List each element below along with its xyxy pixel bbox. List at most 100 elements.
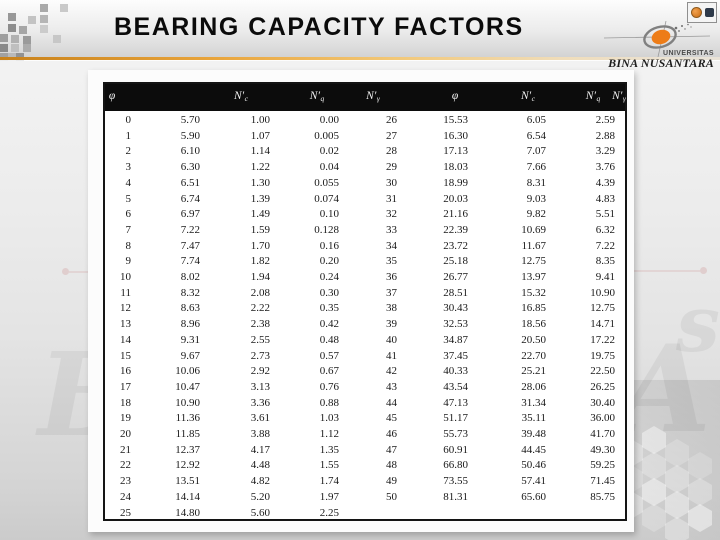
- cell: 10.90: [590, 286, 615, 299]
- cell: 44.45: [521, 443, 546, 456]
- cell: 7.74: [180, 255, 200, 268]
- cell: 10.69: [521, 223, 546, 236]
- cell: 26: [386, 114, 397, 126]
- cell: 5.90: [180, 129, 200, 142]
- cell: 33: [386, 223, 397, 236]
- cell: 5.70: [180, 114, 200, 126]
- cell: 8.31: [526, 176, 546, 189]
- header-band: BEARING CAPACITY FACTORS: [0, 0, 720, 61]
- decor-line-right: [612, 270, 700, 272]
- cell: 30.40: [590, 396, 615, 409]
- cell: 15: [120, 349, 131, 362]
- cell: 11: [120, 286, 131, 299]
- cell: 32: [386, 208, 397, 221]
- column-header: N′γ: [612, 90, 626, 103]
- cell: 6.97: [180, 208, 200, 221]
- cell: [558, 506, 625, 522]
- cell: 1.14: [250, 145, 270, 158]
- logo-universitas-text: UNIVERSITAS: [663, 50, 714, 57]
- cell: 36: [386, 271, 397, 284]
- cell: 10.90: [175, 396, 200, 409]
- cell: 25: [120, 506, 131, 519]
- cell: 1.03: [319, 412, 339, 425]
- cell: 12.75: [590, 302, 615, 315]
- cell: 1.49: [250, 208, 270, 221]
- certification-badges: [687, 2, 717, 23]
- table-body: 0 5.70 1.00 0.00 26 15.53 6.05 2.59 1 5.90 1.07 0.0…: [105, 113, 625, 521]
- cell: 23.72: [443, 239, 468, 252]
- cell: 3.36: [250, 396, 270, 409]
- cell: 0.35: [319, 302, 339, 315]
- cell: 55.73: [443, 428, 468, 441]
- cell: 21.16: [443, 208, 468, 221]
- cell: 39.48: [521, 428, 546, 441]
- cell: 1.59: [250, 223, 270, 236]
- cell: 40.33: [443, 365, 468, 378]
- cell: 8: [125, 239, 132, 252]
- cell: 1.39: [250, 192, 270, 205]
- cell: 0.30: [319, 286, 339, 299]
- cell: 0.57: [319, 349, 339, 362]
- cell: 46: [386, 428, 397, 441]
- cell: 10: [120, 271, 131, 284]
- cell: 3.61: [250, 412, 270, 425]
- cell: 13: [120, 318, 131, 331]
- cell: 15.53: [443, 114, 468, 126]
- table-row: 13 8.96 2.38 0.42 39 32.53 18.56 14.71: [105, 317, 625, 333]
- cell: 7.22: [595, 239, 615, 252]
- cell: 3.29: [595, 145, 615, 158]
- cell: 4.39: [595, 176, 615, 189]
- cell: 11.85: [175, 428, 200, 441]
- cell: 65.60: [521, 490, 546, 503]
- table-row: 11 8.32 2.08 0.30 37 28.51 15.32 10.90: [105, 286, 625, 302]
- table-row: 4 6.51 1.30 0.055 30 18.99 8.31 4.39: [105, 176, 625, 192]
- cell: 9.82: [526, 208, 546, 221]
- cell: 37.45: [443, 349, 468, 362]
- cell: 0.074: [314, 192, 339, 205]
- cell: 1.07: [250, 129, 270, 142]
- cell: 16.30: [443, 129, 468, 142]
- cell: 5.60: [250, 506, 270, 519]
- cell: 0.16: [319, 239, 339, 252]
- cell: 6.54: [526, 129, 546, 142]
- cell: 6.51: [180, 176, 200, 189]
- cell: 9.31: [180, 333, 200, 346]
- cell: 16.85: [521, 302, 546, 315]
- cell: 1.00: [250, 114, 270, 126]
- cell: 20.03: [443, 192, 468, 205]
- column-header: N′γ: [366, 90, 380, 103]
- cell: 12.75: [521, 255, 546, 268]
- cell: 37: [386, 286, 397, 299]
- table-row: 9 7.74 1.82 0.20 35 25.18 12.75 8.35: [105, 254, 625, 270]
- cell: 1.70: [250, 239, 270, 252]
- cell: 26.25: [590, 380, 615, 393]
- cell: 4.17: [250, 443, 270, 456]
- cell: 18.99: [443, 176, 468, 189]
- cell: 48: [386, 459, 397, 472]
- cell: 0.20: [319, 255, 339, 268]
- table-row: 0 5.70 1.00 0.00 26 15.53 6.05 2.59: [105, 113, 625, 129]
- cell: 1.94: [250, 271, 270, 284]
- cell: 20: [120, 428, 131, 441]
- column-header: φ: [108, 90, 116, 102]
- cell: 1.55: [319, 459, 339, 472]
- cell: 20.50: [521, 333, 546, 346]
- cell: 47: [386, 443, 397, 456]
- cell: [351, 506, 409, 522]
- cell: 5: [125, 192, 132, 205]
- cell: 2.88: [595, 129, 615, 142]
- cell: 2.73: [250, 349, 270, 362]
- cell: 51.17: [443, 412, 468, 425]
- table-row: 21 12.37 4.17 1.35 47 60.91 44.45 49.30: [105, 443, 625, 459]
- cell: 2.92: [250, 365, 270, 378]
- cell: 25.18: [443, 255, 468, 268]
- cell: 50: [386, 490, 397, 503]
- cell: 5.20: [250, 490, 270, 503]
- cell: 8.32: [180, 286, 200, 299]
- cell: 14.14: [175, 490, 200, 503]
- cell: 30.43: [443, 302, 468, 315]
- cell: 9.67: [180, 349, 200, 362]
- cell: 2.22: [250, 302, 270, 315]
- cell: 0: [125, 114, 132, 126]
